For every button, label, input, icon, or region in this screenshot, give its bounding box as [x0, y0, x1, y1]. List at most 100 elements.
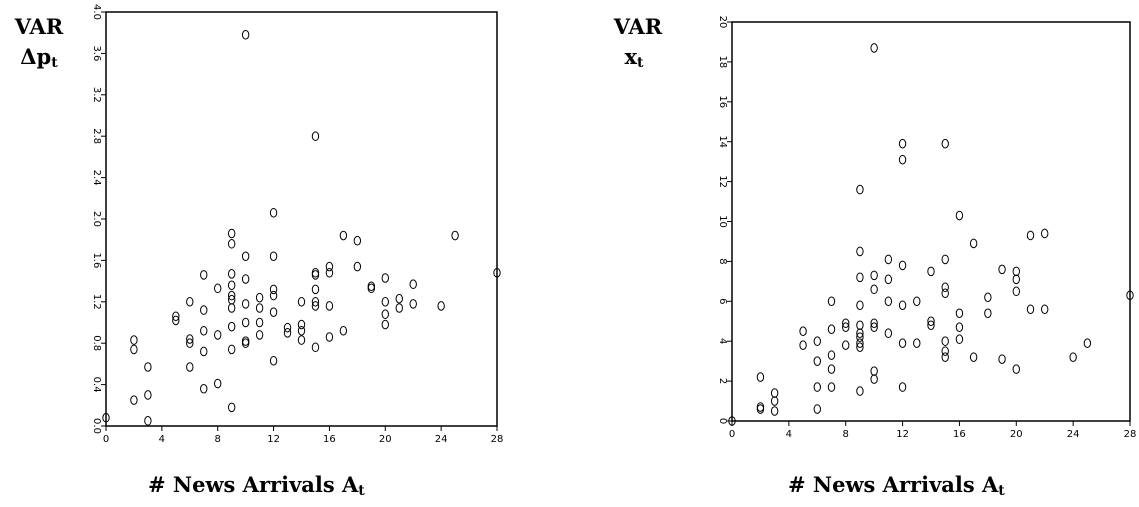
y-tick-label: 0.4 [91, 377, 102, 393]
data-point [283, 322, 292, 333]
data-point [311, 297, 320, 307]
data-point [255, 330, 264, 340]
scatter-chart-var-x: VAR xt 0 4 8 12 16 20 24 28 0 2 4 6 8 10 12 14 16 18 20 # … [580, 0, 1139, 507]
data-point [297, 325, 306, 336]
data-point [269, 290, 278, 301]
data-point [241, 336, 250, 346]
data-point [1041, 228, 1049, 239]
data-point [214, 378, 222, 389]
data-point [297, 319, 306, 330]
y-axis-label-main: VAR [14, 14, 64, 39]
data-point [913, 296, 921, 307]
x-tick-label: 28 [491, 434, 504, 445]
x-axis-label: # News Arrivals At [148, 472, 365, 499]
data-point [969, 238, 978, 249]
data-point [955, 210, 964, 221]
data-point [998, 264, 1006, 275]
data-point [172, 311, 180, 322]
data-point [227, 239, 236, 249]
data-point [756, 402, 765, 412]
data-point [842, 340, 850, 350]
data-point [856, 272, 864, 283]
x-tick-label: 8 [215, 434, 221, 445]
scatter-plot-area: 0 4 8 12 16 20 24 28 0.0 0.4 0.8 1.2 1.6 2.0 2.4 2.8 3.2… [91, 4, 504, 445]
y-tick-label: 4.0 [91, 4, 102, 20]
data-point [927, 266, 935, 277]
data-point [367, 281, 376, 292]
y-axis-label-symbol: xt [624, 44, 644, 71]
data-point [813, 356, 821, 366]
data-point [728, 416, 736, 426]
data-point [255, 317, 264, 328]
data-point [856, 184, 864, 195]
data-point [870, 322, 878, 333]
data-point [227, 228, 236, 239]
plot-frame [105, 11, 498, 427]
data-point [842, 318, 850, 329]
data-point [856, 342, 864, 352]
y-axis-label-symbol: Δpt [20, 44, 58, 71]
data-point [984, 292, 992, 303]
plot-frame [731, 21, 1131, 422]
data-point [353, 235, 362, 246]
data-point [325, 332, 334, 342]
data-point [493, 268, 501, 278]
data-point [941, 254, 949, 265]
y-tick-label: 8 [717, 258, 728, 264]
data-point [955, 334, 964, 345]
y-tick-label: 1.6 [91, 252, 102, 268]
data-point [437, 301, 445, 311]
data-point [870, 284, 878, 295]
data-point [255, 303, 264, 313]
data-point [1126, 290, 1134, 301]
data-point [941, 282, 949, 293]
x-tick-label: 0 [729, 429, 735, 440]
x-tick-label: 16 [953, 429, 966, 440]
data-point [227, 402, 236, 413]
data-point [311, 268, 320, 278]
y-tick-label: 0.8 [91, 335, 102, 351]
data-point [297, 297, 306, 307]
data-point [1026, 304, 1035, 315]
data-point [941, 352, 949, 362]
data-point [984, 308, 992, 319]
data-point [451, 230, 459, 241]
data-point [998, 354, 1006, 364]
y-tick-label: 2.8 [91, 128, 102, 144]
data-point [269, 207, 278, 218]
data-point [884, 274, 893, 285]
x-tick-label: 16 [323, 434, 336, 445]
data-point [241, 251, 250, 262]
data-point [770, 388, 779, 398]
data-point [927, 320, 935, 331]
data-point [200, 346, 208, 357]
data-point [214, 283, 222, 294]
data-point [339, 325, 348, 336]
data-point [269, 251, 278, 262]
data-point [884, 254, 893, 265]
data-point [311, 131, 320, 141]
data-point [241, 338, 250, 349]
data-point [227, 269, 236, 279]
data-point [311, 270, 320, 280]
data-point [898, 154, 907, 165]
data-point [770, 406, 779, 416]
data-point [144, 390, 152, 400]
data-point [186, 297, 194, 307]
y-tick-label: 16 [717, 95, 728, 108]
y-tick-label: 0.0 [91, 418, 102, 434]
x-tick-label: 28 [1124, 429, 1137, 440]
data-point [311, 284, 320, 295]
data-point [870, 270, 878, 281]
data-point [756, 404, 765, 414]
data-point [200, 325, 208, 336]
data-point [856, 386, 864, 396]
x-tick-label: 4 [786, 429, 792, 440]
data-point [297, 335, 306, 345]
data-point [395, 293, 403, 304]
data-point [200, 270, 208, 280]
data-point [1012, 286, 1020, 297]
data-point [311, 301, 320, 311]
data-point [884, 328, 893, 339]
